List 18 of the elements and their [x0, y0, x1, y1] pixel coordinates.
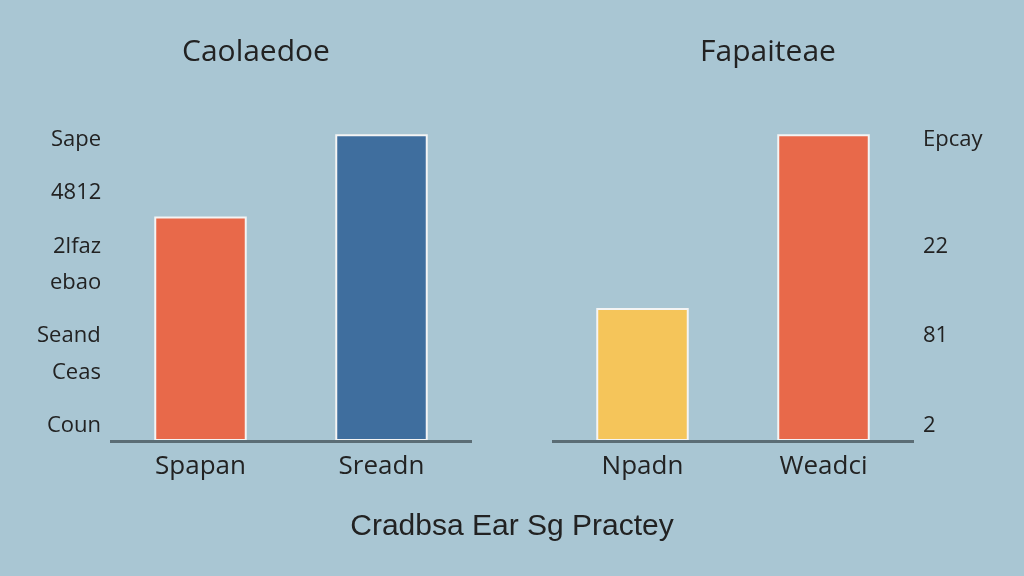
x-tick-label: Npadn [601, 446, 684, 483]
text: 81 [923, 318, 949, 348]
chart-title: Fapaiteae [700, 29, 836, 70]
x-tick-label: Spapan [155, 446, 246, 483]
x-tick-label: Sreadn [338, 446, 425, 483]
text: Seand [37, 318, 101, 348]
text: 2lfaz [53, 229, 102, 259]
text: 2 [923, 408, 936, 438]
text: ebao [50, 265, 102, 295]
text: 22 [923, 229, 949, 259]
text: Ceas [52, 355, 101, 385]
text: Coun [47, 408, 102, 438]
chart-title: Caolaedoe [182, 29, 330, 70]
x-axis-title: Cradbsa Ear Sg Practey [349, 508, 675, 542]
text: Sape [51, 122, 102, 152]
text: Epcay [923, 122, 984, 152]
text: 4812 [51, 175, 102, 205]
x-tick-label: Weadci [779, 446, 868, 483]
